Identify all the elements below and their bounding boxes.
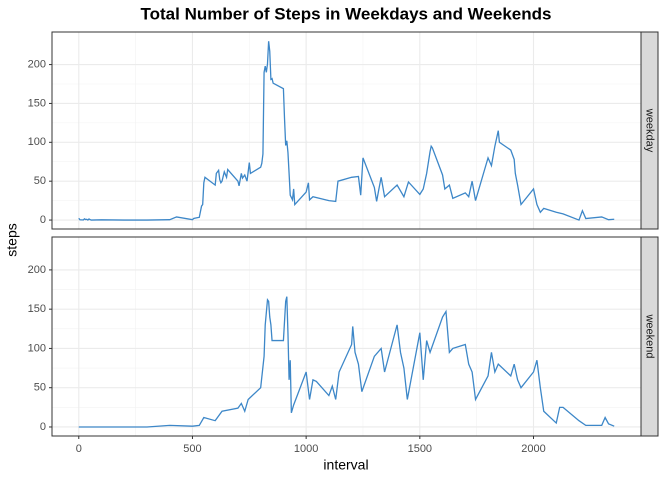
strip-label: weekday — [644, 108, 656, 153]
strip — [640, 236, 659, 437]
panel-background — [52, 32, 641, 229]
y-tick-label: 100 — [28, 342, 46, 354]
x-tick-label: 0 — [76, 443, 82, 455]
y-tick-label: 50 — [34, 382, 46, 394]
y-axis-label: steps — [4, 223, 20, 256]
x-axis-label: interval — [323, 457, 368, 473]
y-tick-label: 0 — [40, 421, 46, 433]
y-tick-label: 150 — [28, 303, 46, 315]
x-tick-label: 2000 — [521, 443, 545, 455]
x-tick-label: 1000 — [294, 443, 318, 455]
y-tick-label: 200 — [28, 264, 46, 276]
x-tick-label: 1500 — [408, 443, 432, 455]
y-tick-label: 0 — [40, 214, 46, 226]
chart-title: Total Number of Steps in Weekdays and We… — [141, 4, 552, 23]
line — [78, 296, 615, 428]
strip-label: weekend — [644, 313, 656, 358]
panel-background — [52, 237, 641, 436]
line — [78, 41, 615, 221]
y-tick-label: 100 — [28, 136, 46, 148]
strip — [640, 31, 659, 230]
x-tick-label: 500 — [183, 443, 201, 455]
y-tick-label: 50 — [34, 175, 46, 187]
y-tick-label: 200 — [28, 58, 46, 70]
y-tick-label: 150 — [28, 97, 46, 109]
